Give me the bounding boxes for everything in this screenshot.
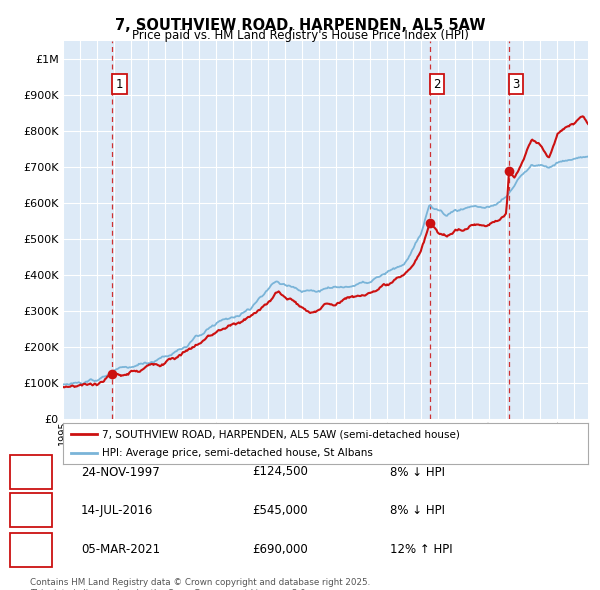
Text: 14-JUL-2016: 14-JUL-2016	[81, 504, 154, 517]
Text: 7, SOUTHVIEW ROAD, HARPENDEN, AL5 5AW: 7, SOUTHVIEW ROAD, HARPENDEN, AL5 5AW	[115, 18, 485, 32]
Text: HPI: Average price, semi-detached house, St Albans: HPI: Average price, semi-detached house,…	[103, 448, 373, 458]
Text: £124,500: £124,500	[252, 466, 308, 478]
Text: 3: 3	[27, 543, 35, 556]
Text: £545,000: £545,000	[252, 504, 308, 517]
Text: 3: 3	[512, 78, 520, 91]
Text: 1: 1	[116, 78, 124, 91]
Text: 1: 1	[27, 466, 35, 478]
Text: 2: 2	[27, 504, 35, 517]
Text: 24-NOV-1997: 24-NOV-1997	[81, 466, 160, 478]
Text: £690,000: £690,000	[252, 543, 308, 556]
Text: 8% ↓ HPI: 8% ↓ HPI	[390, 504, 445, 517]
Text: 05-MAR-2021: 05-MAR-2021	[81, 543, 160, 556]
Text: Contains HM Land Registry data © Crown copyright and database right 2025.
This d: Contains HM Land Registry data © Crown c…	[30, 578, 370, 590]
Text: 8% ↓ HPI: 8% ↓ HPI	[390, 466, 445, 478]
Text: 12% ↑ HPI: 12% ↑ HPI	[390, 543, 452, 556]
Text: Price paid vs. HM Land Registry's House Price Index (HPI): Price paid vs. HM Land Registry's House …	[131, 30, 469, 42]
Text: 2: 2	[433, 78, 441, 91]
Text: 7, SOUTHVIEW ROAD, HARPENDEN, AL5 5AW (semi-detached house): 7, SOUTHVIEW ROAD, HARPENDEN, AL5 5AW (s…	[103, 429, 460, 439]
